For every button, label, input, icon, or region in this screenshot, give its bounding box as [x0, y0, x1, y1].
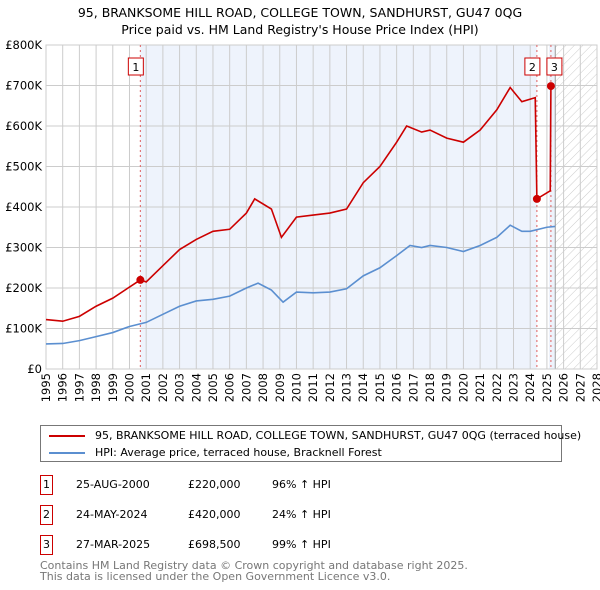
- x-tick-label: 2004: [189, 373, 203, 402]
- x-tick-label: 1998: [89, 373, 103, 402]
- x-tick-label: 2028: [590, 373, 600, 402]
- footer-line: This data is licensed under the Open Gov…: [40, 570, 391, 583]
- x-tick-label: 2006: [223, 373, 237, 402]
- sale-label-box: [524, 57, 541, 76]
- x-tick-label: 2019: [440, 373, 454, 402]
- sale-row: 2 24-MAY-2024 £420,000 24% ↑ HPI: [40, 505, 560, 525]
- x-tick-label: 1999: [106, 373, 120, 402]
- sale-label: 1: [132, 61, 139, 74]
- sale-date: 24-MAY-2024: [76, 508, 148, 521]
- x-tick-label: 2001: [139, 373, 153, 402]
- series-line: [45, 86, 552, 323]
- x-tick-label: 2007: [239, 373, 253, 402]
- sale-number: 2: [40, 505, 53, 525]
- x-tick-label: 2008: [256, 373, 270, 402]
- y-tick-label: £200K: [5, 281, 42, 295]
- legend-swatch-blue: [49, 451, 85, 454]
- x-tick-label: 2018: [423, 373, 437, 402]
- sale-label-box: [546, 57, 563, 76]
- y-tick-label: £0: [27, 362, 42, 376]
- sale-label: 2: [529, 61, 536, 74]
- sale-label: 3: [551, 61, 558, 74]
- sale-number: 1: [40, 475, 53, 495]
- subtitle-line: Price paid vs. HM Land Registry's House …: [121, 22, 479, 37]
- x-tick-label: 2021: [473, 373, 487, 402]
- sale-hpi: 99% ↑ HPI: [272, 538, 331, 551]
- legend-item-hpi: HPI: Average price, terraced house, Brac…: [49, 446, 382, 459]
- x-tick-label: 2010: [289, 373, 303, 402]
- x-tick-label: 2009: [273, 373, 287, 402]
- sale-row: 3 27-MAR-2025 £698,500 99% ↑ HPI: [40, 535, 560, 555]
- x-tick-label: 2002: [156, 373, 170, 402]
- legend-label: HPI: Average price, terraced house, Brac…: [95, 446, 382, 459]
- y-tick-label: £100K: [5, 322, 42, 336]
- x-tick-label: 2017: [406, 373, 420, 402]
- x-tick-label: 2014: [356, 373, 370, 402]
- x-tick-label: 2011: [306, 373, 320, 402]
- sale-point: [136, 275, 145, 284]
- sale-point: [546, 82, 555, 91]
- x-tick-label: 2027: [573, 373, 587, 402]
- x-tick-label: 2012: [323, 373, 337, 402]
- legend-label: 95, BRANKSOME HILL ROAD, COLLEGE TOWN, S…: [95, 429, 582, 442]
- x-tick-label: 1995: [39, 373, 53, 402]
- x-tick-label: 2013: [340, 373, 354, 402]
- footer-line: Contains HM Land Registry data © Crown c…: [40, 559, 468, 572]
- x-tick-label: 2000: [122, 373, 136, 402]
- footer: Contains HM Land Registry data © Crown c…: [40, 560, 468, 582]
- sale-row: 1 25-AUG-2000 £220,000 96% ↑ HPI: [40, 475, 560, 495]
- plot-frame: [45, 44, 598, 370]
- legend: 95, BRANKSOME HILL ROAD, COLLEGE TOWN, S…: [40, 425, 581, 462]
- y-tick-label: £700K: [5, 79, 42, 93]
- x-tick-label: 2025: [540, 373, 554, 402]
- x-tick-label: 2005: [206, 373, 220, 402]
- x-tick-label: 2020: [456, 373, 470, 402]
- x-tick-label: 2016: [390, 373, 404, 402]
- sale-label-box: [127, 57, 144, 76]
- price-chart: 1995 1996 1997 1998 1999 2000 2001 2002 2003 2004…: [5, 38, 600, 402]
- x-tick-label: 2015: [373, 373, 387, 402]
- series-line: [45, 224, 556, 345]
- title-line: 95, BRANKSOME HILL ROAD, COLLEGE TOWN, S…: [77, 5, 523, 20]
- x-tick-label: 2003: [173, 373, 187, 402]
- sale-point: [532, 194, 541, 203]
- y-tick-label: £300K: [5, 241, 42, 255]
- legend-item-property: 95, BRANKSOME HILL ROAD, COLLEGE TOWN, S…: [49, 429, 581, 442]
- x-tick-label: 2023: [507, 373, 521, 402]
- y-tick-label: £400K: [5, 200, 42, 214]
- legend-swatch-red: [49, 434, 85, 437]
- sale-date: 27-MAR-2025: [76, 538, 151, 551]
- sale-price: £220,000: [188, 478, 241, 491]
- chart-title: 95, BRANKSOME HILL ROAD, COLLEGE TOWN, S…: [0, 4, 600, 38]
- sale-date: 25-AUG-2000: [76, 478, 150, 491]
- y-tick-label: £600K: [5, 119, 42, 133]
- x-tick-label: 2024: [523, 373, 537, 402]
- y-tick-label: £500K: [5, 160, 42, 174]
- sale-hpi: 96% ↑ HPI: [272, 478, 331, 491]
- y-tick-label: £800K: [5, 38, 42, 52]
- x-tick-label: 1997: [72, 373, 86, 402]
- sale-price: £420,000: [188, 508, 241, 521]
- x-tick-label: 2022: [490, 373, 504, 402]
- x-tick-label: 1996: [56, 373, 70, 402]
- sale-price: £698,500: [188, 538, 241, 551]
- sale-number: 3: [40, 535, 53, 555]
- x-tick-label: 2026: [557, 373, 571, 402]
- sale-hpi: 24% ↑ HPI: [272, 508, 331, 521]
